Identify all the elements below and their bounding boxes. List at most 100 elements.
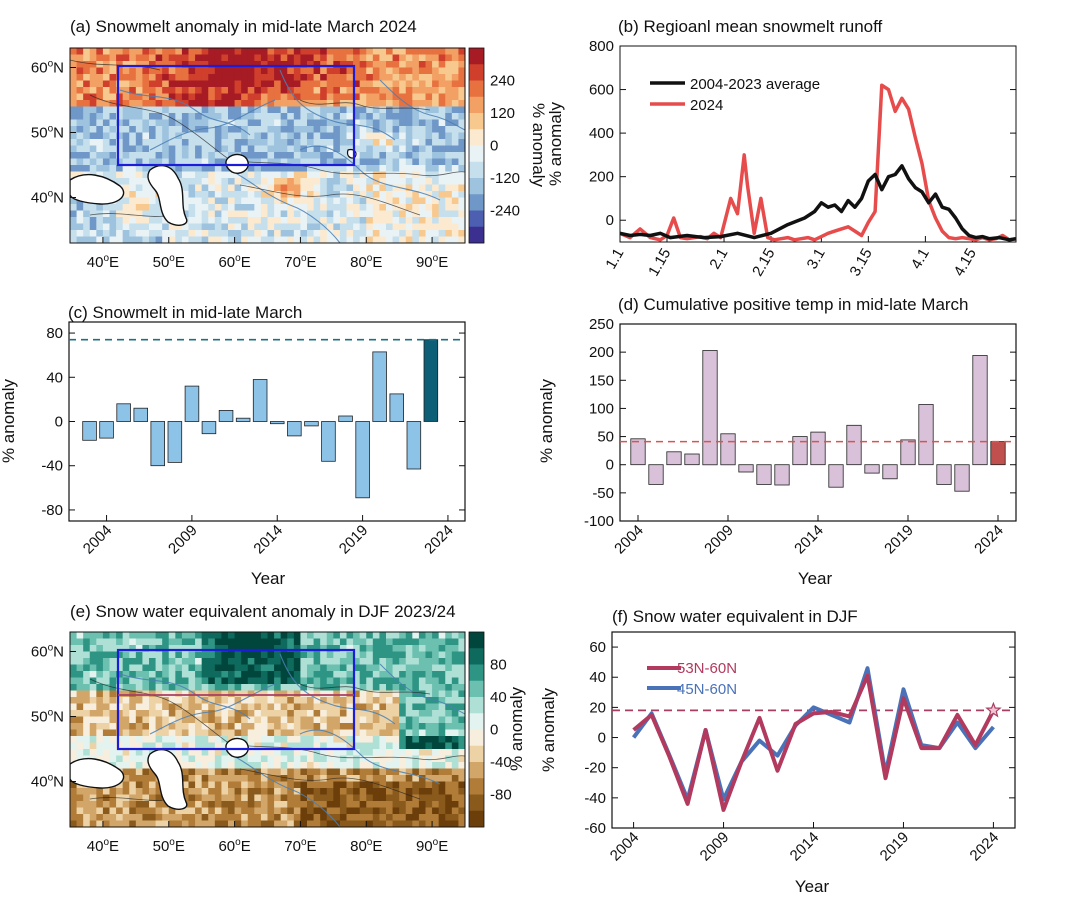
map-cell [379,658,387,666]
map-cell [221,54,229,62]
map-cell [228,697,236,705]
map-cell [260,697,269,705]
map-cell [293,697,302,705]
map-cell [274,651,282,659]
map-cell [149,697,157,705]
map-cell [313,677,321,685]
map-cell [392,632,400,640]
map-cell [280,48,288,56]
map-cell [392,651,400,659]
map-cell [234,677,242,685]
map-cell [425,723,433,731]
map-cell [247,736,255,744]
map-cell [392,48,400,56]
map-cell [247,132,255,140]
map-cell [214,684,223,692]
map-cell [188,781,196,789]
panel-b-legend: 2004-2023 average 2024 [650,76,820,114]
map-cell [280,178,288,186]
map-cell [346,736,354,744]
map-cell [162,729,170,737]
map-cell [162,113,170,121]
map-cell [399,807,407,815]
map-cell [260,54,269,62]
map-cell [293,197,302,205]
map-cell [162,139,170,147]
map-cell [320,788,328,796]
map-cell [168,54,176,62]
map-cell [425,768,433,776]
map-cell [412,697,420,705]
map-cell [366,820,374,827]
map-cell [201,814,209,822]
map-cell [392,152,400,160]
map-cell [366,781,374,789]
map-cell [280,638,288,646]
map-cell [418,197,427,205]
map-cell [339,113,348,121]
map-cell [445,145,453,153]
map-cell [300,236,308,243]
map-cell [96,158,104,166]
map-cell [339,664,348,672]
map-cell [129,197,137,205]
map-cell [247,762,255,770]
map-cell [313,671,321,679]
map-cell [122,178,130,186]
map-cell [109,697,117,705]
map-cell [438,658,446,666]
map-cell [247,814,255,822]
map-cell [425,152,433,160]
map-cell [135,768,144,776]
map-cell [372,820,381,827]
map-cell [234,801,242,809]
map-cell [102,132,111,140]
map-cell [287,54,295,62]
map-cell [386,794,394,802]
map-cell [392,67,400,75]
map-cell [208,736,216,744]
map-cell [155,61,163,69]
map-cell [412,210,420,218]
map-cell [293,54,302,62]
lon-tick-label: 50oE [153,837,185,855]
map-cell [307,794,315,802]
map-cell [307,113,315,121]
map-cell [333,197,341,205]
y-tick-label: 50 [597,429,614,446]
map-cell [307,165,315,173]
map-cell [89,204,97,212]
map-cell [280,119,288,127]
map-cell [438,139,446,147]
map-cell [214,236,223,243]
map-cell [274,775,282,783]
map-cell [267,794,275,802]
map-cell [116,742,124,750]
map-cell [399,87,407,95]
map-cell [83,645,91,653]
map-cell [274,210,282,218]
map-cell [326,204,334,212]
map-cell [241,210,249,218]
map-cell [438,716,446,724]
map-cell [333,126,341,134]
map-cell [379,664,387,672]
map-cell [307,178,315,186]
map-cell [451,658,460,666]
map-cell [359,749,367,757]
colorbar-segment [469,113,484,130]
map-cell [372,87,381,95]
map-cell [418,132,427,140]
map-cell [287,74,295,82]
map-cell [300,788,308,796]
colorbar-segment [469,145,484,163]
map-cell [438,223,446,231]
panel-c-bars [69,338,465,499]
map-cell [392,191,400,199]
map-cell [188,729,196,737]
map-cell [425,67,433,75]
map-cell [339,697,348,705]
map-cell [188,651,196,659]
map-cell [247,197,255,205]
